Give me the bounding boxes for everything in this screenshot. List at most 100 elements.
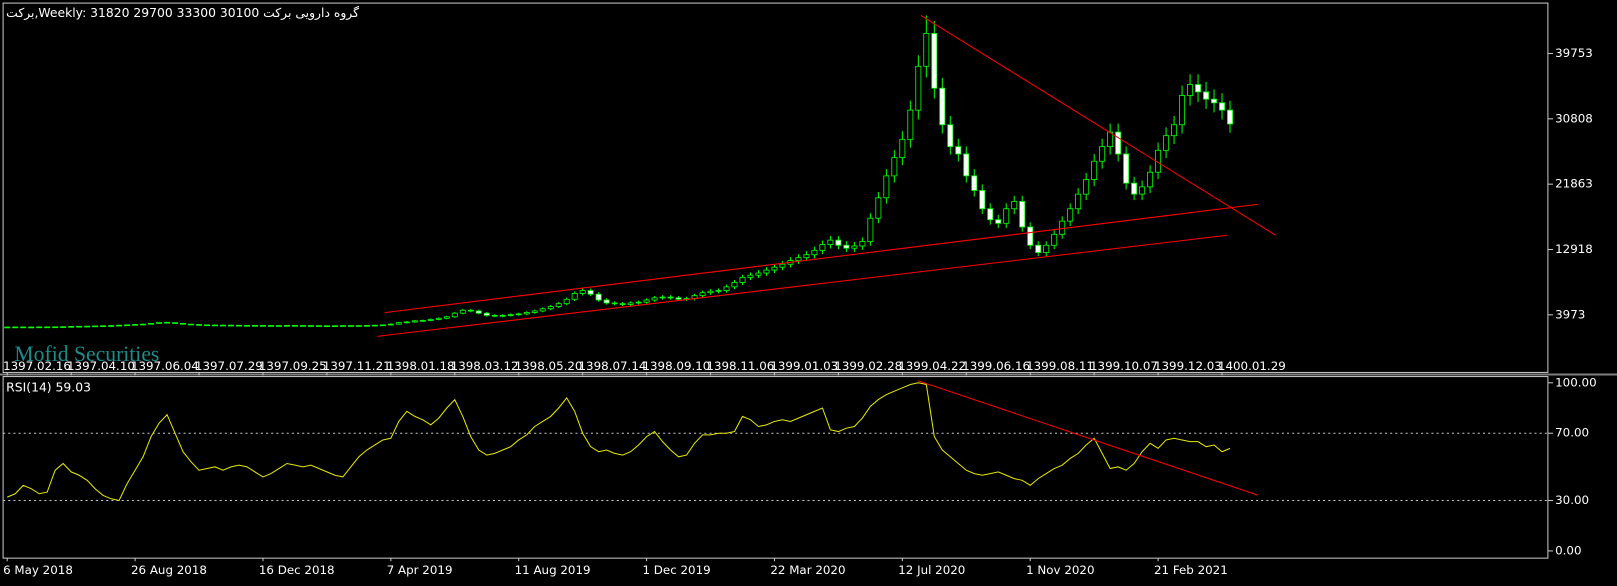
candle-body (699, 292, 706, 297)
x-tick-label: 1398.11.06 (706, 359, 774, 373)
candle-body (1131, 182, 1138, 195)
candle-body (188, 323, 195, 326)
candle-body (419, 320, 426, 322)
price-panel (2, 2, 1549, 373)
rsi-title: RSI(14) 59.03 (6, 380, 91, 394)
y-tick-label: 100.00 (1555, 375, 1596, 389)
candle-body (100, 325, 107, 327)
x-tick-label: 7 Apr 2019 (387, 563, 453, 577)
y-tick-label: 12918 (1555, 242, 1593, 256)
candle-body (979, 190, 986, 210)
candle-body (243, 325, 250, 327)
x-tick-label: 1 Dec 2019 (642, 563, 710, 577)
x-tick-label: 1398.05.20 (515, 359, 583, 373)
x-tick-label: 1397.11.21 (323, 359, 391, 373)
y-tick-label: 30808 (1555, 111, 1593, 125)
candle-body (371, 324, 378, 327)
x-tick-label: 1 Nov 2020 (1026, 563, 1094, 577)
candle-body (1099, 146, 1106, 162)
candle-body (459, 309, 466, 314)
candle-body (84, 325, 91, 328)
x-tick-label: 16 Dec 2018 (259, 563, 335, 577)
candle-body (779, 263, 786, 268)
candle-body (555, 303, 562, 308)
x-tick-label: 1397.09.25 (259, 359, 327, 373)
x-tick-label: 22 Mar 2020 (770, 563, 845, 577)
candle-body (92, 325, 99, 328)
x-tick-label: 21 Feb 2021 (1154, 563, 1228, 577)
x-tick-label: 1398.09.10 (642, 359, 710, 373)
candle-body (1187, 84, 1194, 96)
candle-body (899, 138, 906, 159)
chart-title: برکت,Weekly: 31820 29700 33300 30100 گرو… (6, 5, 359, 21)
candle-body (963, 153, 970, 177)
candle-body (955, 146, 962, 155)
candle-body (819, 244, 826, 251)
candle-body (1195, 84, 1202, 93)
candle-body (204, 324, 211, 327)
candle-body (643, 299, 650, 303)
candle-body (475, 310, 482, 314)
candle-body (811, 249, 818, 256)
candle-body (299, 325, 306, 327)
candle-body (587, 290, 594, 295)
x-tick-label: 6 May 2018 (3, 563, 73, 577)
candle-body (947, 124, 954, 148)
candle-body (491, 314, 498, 317)
candle-body (835, 239, 842, 246)
candle-body (1139, 186, 1146, 195)
candle-body (1211, 98, 1218, 104)
watermark: Mofid Securities (14, 342, 159, 366)
candle-body (124, 324, 131, 327)
candle-body (571, 293, 578, 300)
candle-body (1075, 193, 1082, 210)
candle-body (1115, 131, 1122, 155)
candle-body (267, 325, 274, 327)
candle-body (140, 323, 147, 326)
candle-body (251, 325, 258, 327)
y-tick-label: 21863 (1555, 177, 1593, 191)
candle-body (771, 266, 778, 271)
candle-body (1171, 124, 1178, 137)
candle-body (339, 325, 346, 327)
candle-body (755, 272, 762, 276)
candle-body (411, 320, 418, 323)
candle-body (307, 325, 314, 327)
candle-body (1219, 102, 1226, 111)
candle-body (483, 312, 490, 316)
x-tick-label: 1398.03.12 (451, 359, 519, 373)
candle-body (355, 325, 362, 327)
candle-body (803, 254, 810, 259)
candle-body (1051, 233, 1058, 246)
y-tick-label: 3973 (1555, 307, 1585, 321)
candle-body (1035, 244, 1042, 253)
candle-body (763, 269, 770, 274)
x-tick-label: 1399.10.07 (1090, 359, 1158, 373)
x-tick-label: 1399.02.28 (834, 359, 902, 373)
candle-body (164, 321, 171, 324)
candle-body (148, 322, 155, 325)
candle-body (635, 301, 642, 304)
candle-body (563, 298, 570, 305)
x-tick-label: 26 Aug 2018 (131, 563, 207, 577)
x-tick-label: 1398.07.14 (579, 359, 647, 373)
candle-body (283, 325, 290, 327)
candle-body (1147, 171, 1154, 188)
candle-body (363, 325, 370, 327)
candle-body (331, 325, 338, 327)
candle-body (259, 325, 266, 327)
x-tick-label: 1399.08.11 (1026, 359, 1094, 373)
candle-body (403, 321, 410, 324)
candle-body (20, 326, 27, 329)
candle-body (52, 326, 59, 329)
candle-body (220, 324, 226, 327)
candle-body (275, 325, 282, 327)
x-tick-label: 1397.02.16 (3, 359, 71, 373)
candle-body (68, 326, 75, 328)
candle-body (931, 33, 938, 89)
candle-body (467, 309, 474, 312)
candle-body (875, 197, 882, 219)
candle-body (435, 317, 442, 320)
candle-body (707, 290, 714, 294)
